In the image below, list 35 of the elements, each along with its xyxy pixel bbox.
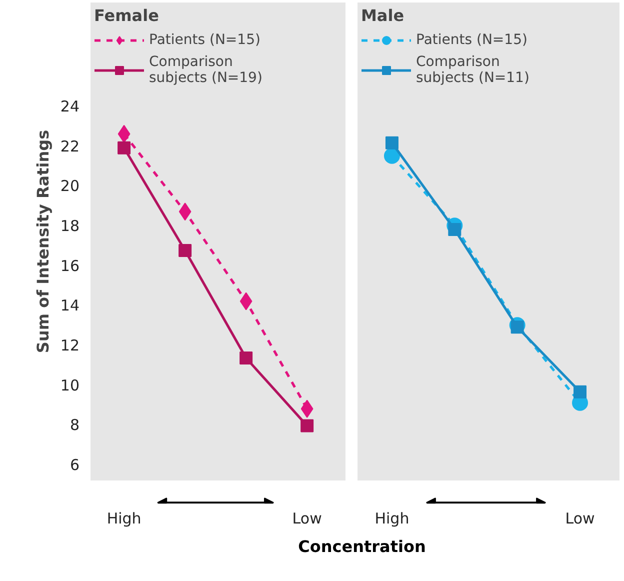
legend-title: Male (361, 6, 406, 25)
point (118, 124, 130, 143)
legend-label: Patients (N=15) (149, 31, 260, 49)
point (384, 148, 400, 164)
point (240, 292, 252, 310)
y-tick-label: 10 (60, 376, 80, 394)
legend-label: Comparison subjects (N=11) (416, 54, 530, 86)
y-tick-label: 14 (60, 296, 80, 315)
y-tick-label: 8 (70, 416, 80, 434)
point (574, 385, 587, 398)
legend-label: Comparison subjects (N=19) (149, 54, 262, 86)
x-tick-label: High (106, 510, 142, 528)
y-tick-label: 6 (70, 456, 80, 474)
y-tick-label: 18 (60, 217, 80, 236)
y-tick-label: 12 (60, 336, 80, 355)
point (240, 352, 253, 365)
point (448, 223, 462, 236)
x-tick-label: High (374, 510, 410, 528)
y-tick-label: 24 (60, 98, 80, 116)
legend-title: Female (94, 6, 160, 25)
x-tick-label: Low (565, 510, 595, 528)
point (178, 244, 192, 257)
point (510, 320, 524, 334)
legend-label: Patients (N=15) (416, 31, 528, 49)
x-tick-label: Low (292, 510, 322, 528)
point (118, 141, 131, 154)
point (178, 202, 192, 221)
x-axis-title: Concentration (298, 536, 426, 558)
point (385, 136, 398, 150)
y-tick-label: 16 (60, 256, 80, 275)
y-tick-label: 20 (60, 177, 80, 196)
y-tick-label: 22 (60, 137, 80, 156)
y-axis-title: Sum of Intensity Ratings (33, 130, 52, 354)
point (300, 419, 314, 432)
point (300, 400, 314, 418)
